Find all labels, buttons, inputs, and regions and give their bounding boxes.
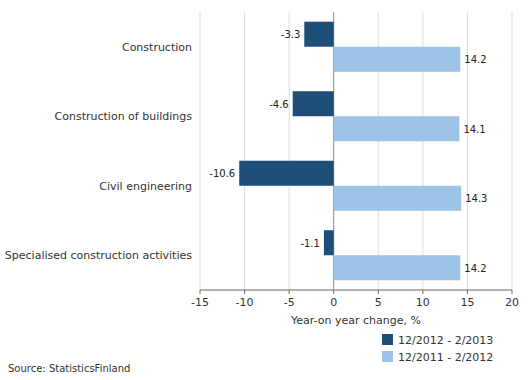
legend-label: 12/2012 - 2/2013 (398, 334, 493, 347)
tick-label: 10 (416, 296, 430, 309)
bar (334, 47, 461, 72)
tick-mark (378, 290, 379, 294)
x-axis-line (200, 290, 512, 291)
grid-line (289, 12, 290, 290)
data-label: 14.2 (464, 263, 486, 274)
category-label: Specialised construction activities (5, 249, 192, 262)
bars (239, 22, 461, 281)
data-label: 14.3 (465, 193, 487, 204)
bar (334, 186, 461, 211)
grid-line (244, 12, 245, 290)
bar (324, 230, 334, 255)
tick-mark (200, 290, 201, 294)
tick-mark (467, 290, 468, 294)
tick-label: 15 (460, 296, 474, 309)
bar (334, 255, 461, 280)
data-label: -3.3 (281, 29, 301, 40)
category-label: Construction of buildings (55, 110, 193, 123)
bar (239, 161, 333, 186)
tick-mark (244, 290, 245, 294)
x-axis-label: Year-on year change, % (290, 314, 421, 327)
legend-swatch (382, 351, 393, 362)
legend-label: 12/2011 - 2/2012 (398, 351, 493, 364)
data-labels: -3.3 -4.6 -10.6 -1.1 14.2 14.1 14.3 14.2 (209, 29, 487, 274)
data-label: 14.2 (464, 54, 486, 65)
tick-mark (422, 290, 423, 294)
category-label: Construction (122, 41, 192, 54)
category-label: Civil engineering (99, 180, 192, 193)
tick-label: -5 (284, 296, 295, 309)
bar (334, 116, 460, 141)
tick-label: -10 (236, 296, 254, 309)
data-label: 14.1 (463, 124, 485, 135)
tick-label: 0 (330, 296, 337, 309)
tick-label: 5 (375, 296, 382, 309)
grid-line (512, 12, 513, 290)
grid-line (200, 12, 201, 290)
tick-mark (333, 290, 334, 294)
data-label: -10.6 (209, 168, 235, 179)
chart: -15 -10 -5 0 5 10 15 20 Construction Construction… (0, 0, 528, 380)
bar (293, 91, 334, 116)
tick-mark (289, 290, 290, 294)
tick-label: -15 (191, 296, 209, 309)
tick-label: 20 (505, 296, 519, 309)
grid: -15 -10 -5 0 5 10 15 20 (191, 12, 519, 309)
legend-swatch (382, 334, 393, 345)
data-label: -4.6 (269, 99, 289, 110)
bar (304, 22, 333, 47)
data-label: -1.1 (300, 238, 320, 249)
source-note: Source: StatisticsFinland (8, 363, 130, 374)
legend: 12/2012 - 2/2013 12/2011 - 2/2012 (382, 334, 493, 364)
tick-mark (512, 290, 513, 294)
